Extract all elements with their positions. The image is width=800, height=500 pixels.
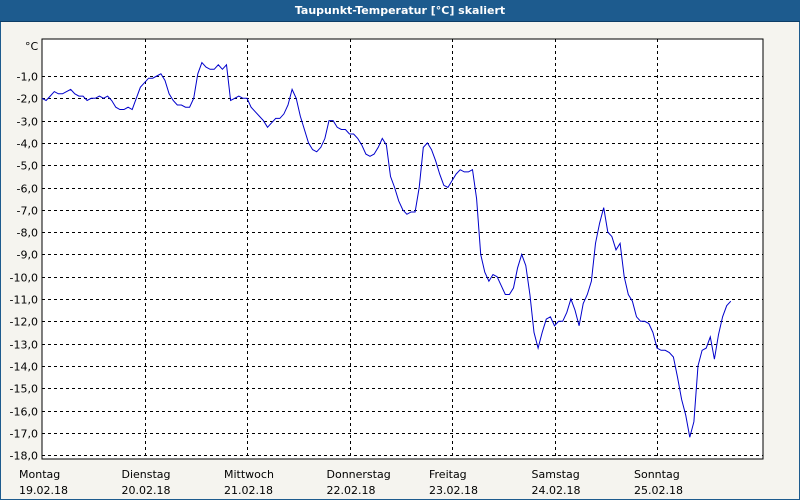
y-tick-label: -6,0 [17,183,38,196]
y-tick-label: -5,0 [17,160,38,173]
y-tick-label: -18,0 [10,450,38,463]
y-tick-label: -7,0 [17,205,38,218]
x-tick-day: Montag [19,468,60,481]
x-tick-day: Freitag [429,468,467,481]
y-tick-label: -2,0 [17,93,38,106]
y-tick-label: -3,0 [17,116,38,129]
x-tick-day: Samstag [532,468,580,481]
x-tick-date: 23.02.18 [429,484,478,497]
y-tick-label: -17,0 [10,428,38,441]
x-tick-day: Dienstag [122,468,171,481]
x-tick-date: 24.02.18 [532,484,581,497]
x-tick-day: Mittwoch [224,468,274,481]
x-tick-date: 20.02.18 [122,484,171,497]
window-title: Taupunkt-Temperatur [°C] skaliert [0,0,800,22]
x-tick-date: 19.02.18 [19,484,68,497]
y-tick-label: -14,0 [10,361,38,374]
y-tick-label: -8,0 [17,227,38,240]
y-tick-label: -4,0 [17,138,38,151]
x-tick-day: Donnerstag [327,468,391,481]
x-tick-date: 25.02.18 [634,484,683,497]
y-tick-label: -13,0 [10,339,38,352]
dew-point-line [41,61,732,438]
y-tick-label: -16,0 [10,406,38,419]
horizontal-gridlines [42,76,763,456]
x-tick-day: Sonntag [634,468,680,481]
plot-area [41,38,764,460]
x-tick-date: 22.02.18 [327,484,376,497]
y-tick-labels: -1,0 -2,0 -3,0 -4,0 -5,0 -6,0 -7,0 -8,0 -9,0 -10,… [10,71,38,463]
x-tick-date: 21.02.18 [224,484,273,497]
y-tick-label: -12,0 [10,316,38,329]
y-tick-label: -9,0 [17,249,38,262]
y-tick-label: -15,0 [10,383,38,396]
y-tick-label: -10,0 [10,272,38,285]
y-axis-unit-label: °C [25,40,39,53]
x-tick-labels: Montag 19.02.18 Dienstag 20.02.18 Mittwoch 21… [19,468,683,497]
y-tick-label: -11,0 [10,294,38,307]
y-tick-label: -1,0 [17,71,38,84]
